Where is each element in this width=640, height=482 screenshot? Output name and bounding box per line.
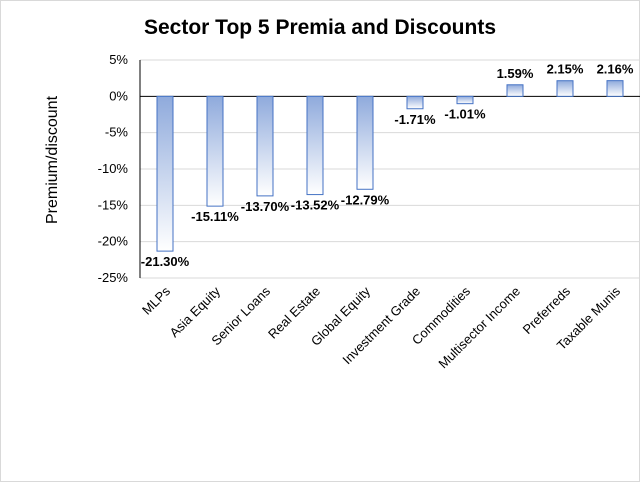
data-label: -13.52% [291, 198, 340, 213]
bar-senior-loans [256, 95, 274, 197]
y-tick-label: -20% [98, 234, 129, 249]
bar-real-estate [306, 95, 324, 196]
bar-mlps [156, 95, 174, 252]
data-label: -15.11% [191, 209, 239, 224]
data-label: 2.15% [547, 62, 584, 77]
y-tick-label: 0% [109, 88, 128, 103]
y-tick-label: -10% [98, 161, 129, 176]
bar-asia-equity [206, 95, 224, 207]
y-tick-label: -5% [105, 125, 129, 140]
data-label: 1.59% [497, 66, 534, 81]
data-label: -21.30% [141, 254, 190, 269]
data-label: -12.79% [341, 192, 390, 207]
bar-investment-grade [406, 95, 424, 110]
data-label: -13.70% [241, 199, 290, 214]
x-tick-label: MLPs [139, 283, 173, 317]
data-label: -1.71% [394, 112, 436, 127]
x-tick-label: Preferreds [520, 283, 574, 337]
y-tick-label: -25% [98, 270, 129, 285]
data-label: 2.16% [597, 62, 634, 77]
bar-commodities [456, 95, 474, 105]
bar-global-equity [356, 95, 374, 190]
bar-multisector-income [506, 84, 524, 97]
chart-title: Sector Top 5 Premia and Discounts [143, 16, 497, 39]
y-tick-label: 5% [109, 52, 128, 67]
y-tick-label: -15% [98, 197, 129, 212]
bar-preferreds [556, 80, 574, 97]
y-axis-label: Premium/discount [44, 95, 61, 224]
data-label: -1.01% [444, 107, 486, 122]
bar-taxable-munis [606, 80, 624, 97]
